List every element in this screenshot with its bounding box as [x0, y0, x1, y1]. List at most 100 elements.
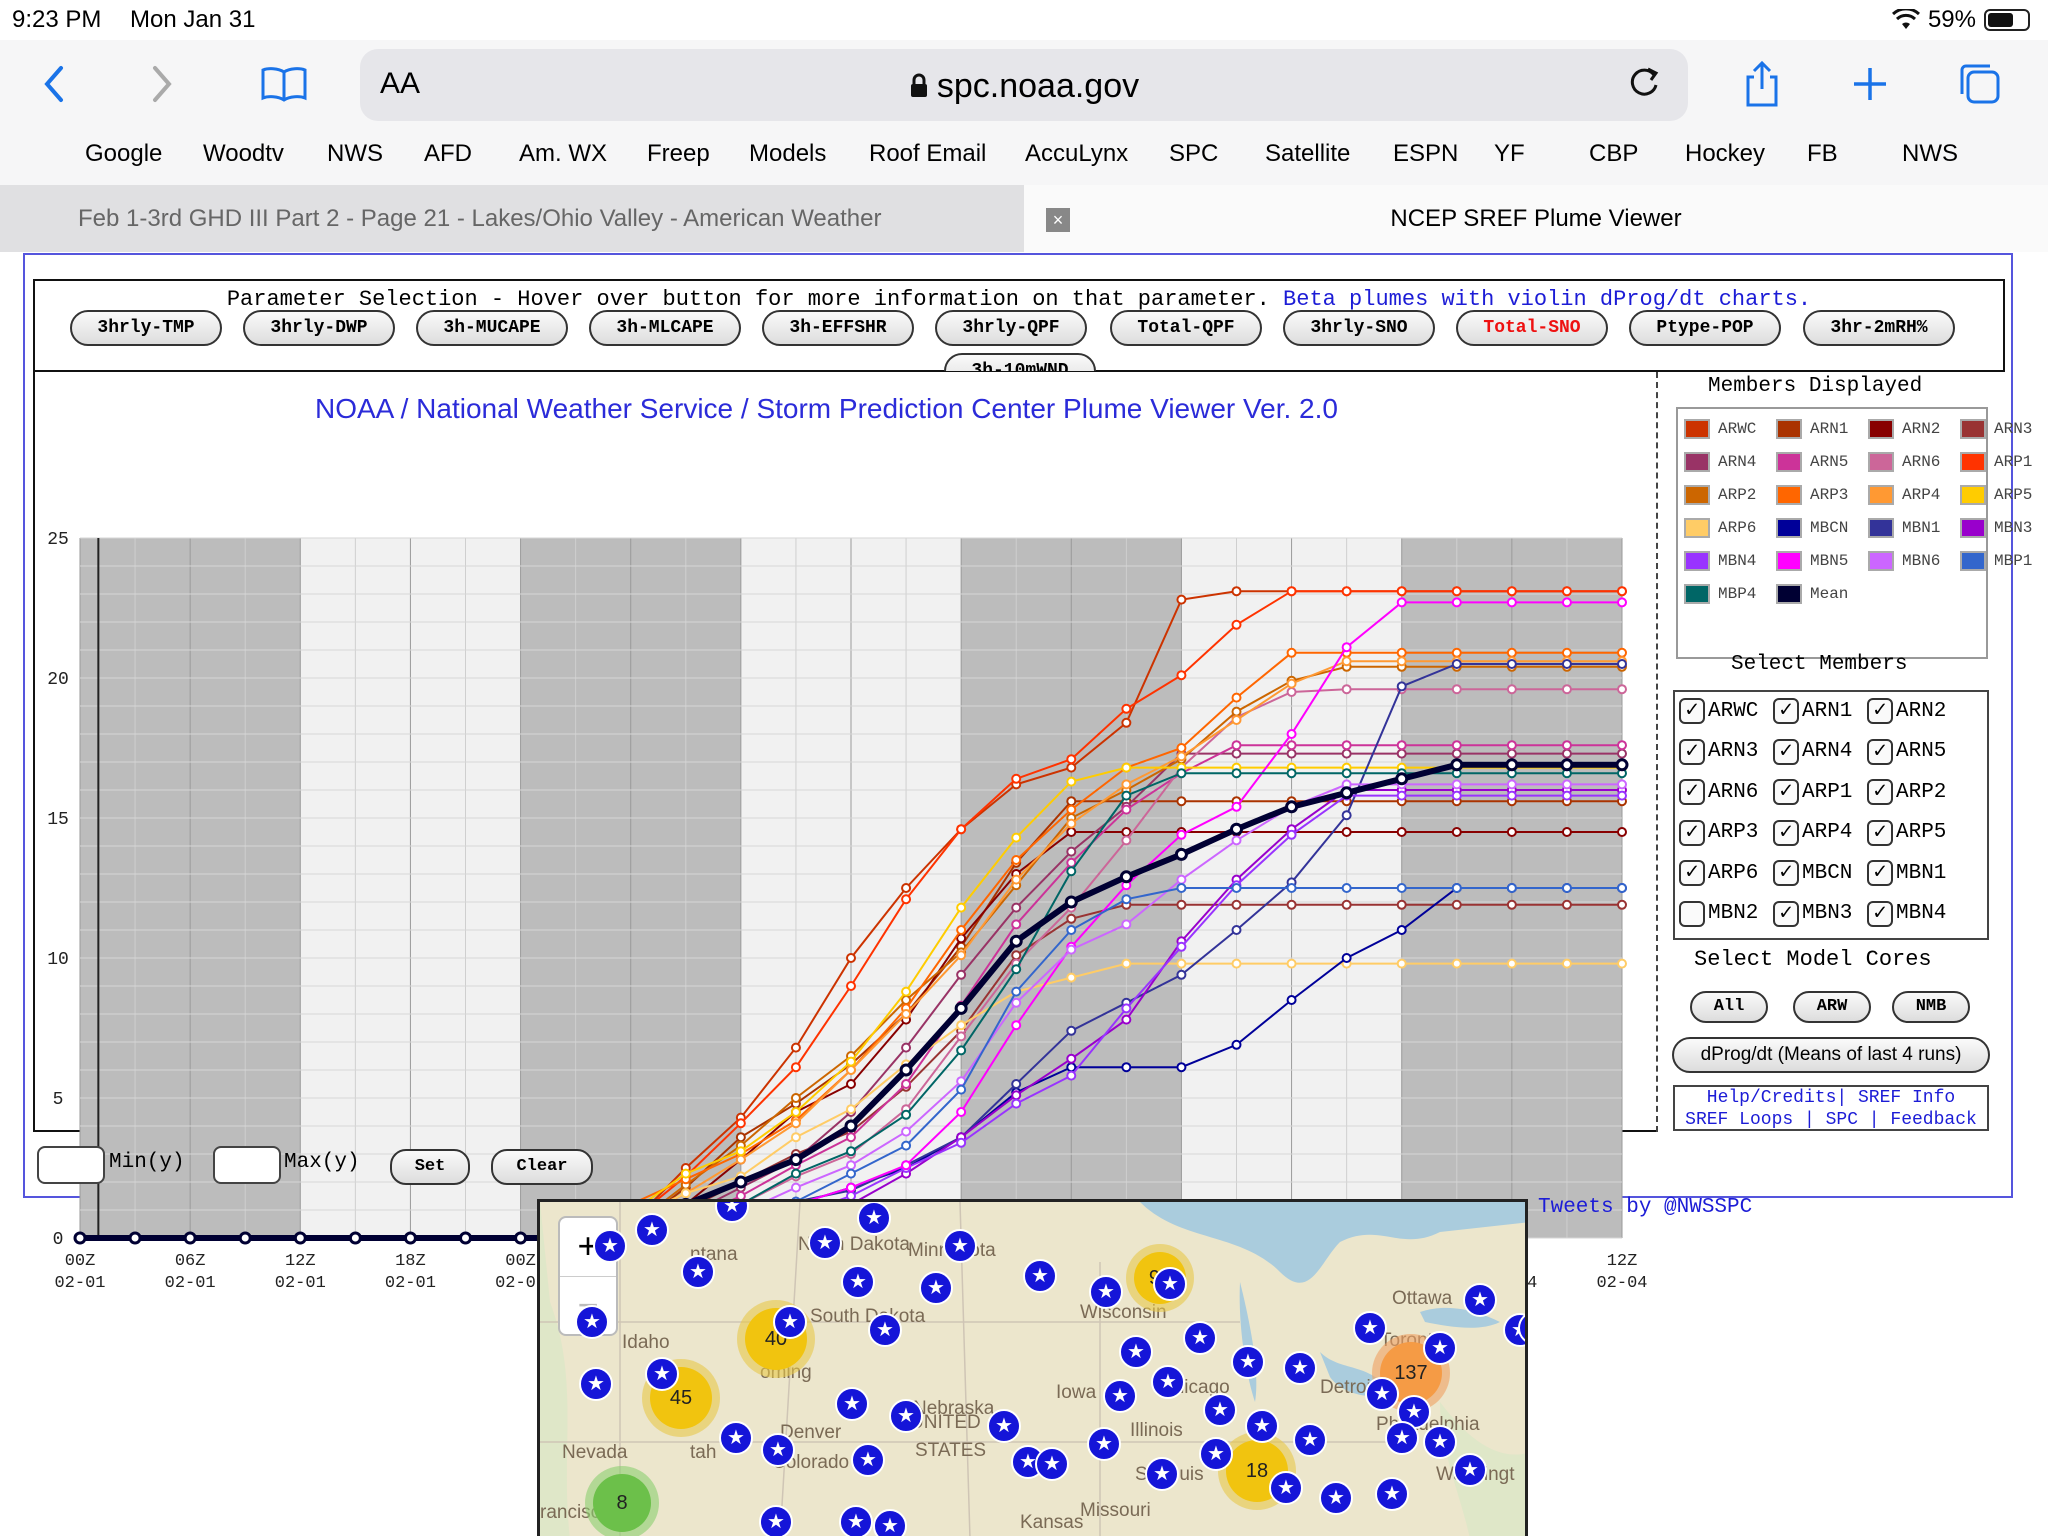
map-report-marker[interactable]: ★	[1463, 1283, 1497, 1317]
data-point-mbn5[interactable]	[240, 1233, 251, 1243]
data-point-mbcn[interactable]	[295, 1233, 306, 1243]
data-point-mbp4[interactable]	[295, 1233, 306, 1243]
data-point-mbn5[interactable]	[295, 1233, 306, 1243]
map-report-marker[interactable]: ★	[761, 1433, 795, 1467]
data-point-mbp1[interactable]	[405, 1233, 416, 1243]
report-map[interactable]: + − North DakotaMinnesotantanaWisconsinS…	[537, 1199, 1528, 1536]
data-point-arwc[interactable]	[130, 1233, 141, 1243]
data-point-arp6[interactable]	[295, 1233, 306, 1243]
member-checkbox-arp4[interactable]: ✓ ARP4	[1773, 819, 1852, 846]
data-point-arp5[interactable]	[130, 1233, 141, 1243]
data-point-arn1[interactable]	[295, 1233, 306, 1243]
data-point-arp5[interactable]	[240, 1233, 251, 1243]
member-checkbox-mbn4[interactable]: ✓ MBN4	[1867, 900, 1946, 927]
data-point-arp5[interactable]	[405, 1233, 416, 1243]
member-checkbox-arp5[interactable]: ✓ ARP5	[1867, 819, 1946, 846]
data-point-arn2[interactable]	[295, 1233, 306, 1243]
data-point-mbn6[interactable]	[240, 1233, 251, 1243]
data-point-arn4[interactable]	[130, 1233, 141, 1243]
data-point-mbcn[interactable]	[460, 1233, 471, 1243]
data-point-arp1[interactable]	[350, 1233, 361, 1243]
map-report-marker[interactable]: ★	[889, 1399, 923, 1433]
data-point-arn1[interactable]	[75, 1233, 85, 1243]
checkbox-checked-icon[interactable]: ✓	[1773, 819, 1799, 846]
bookmark-link[interactable]: Satellite	[1265, 140, 1351, 167]
data-point-mean[interactable]	[459, 1231, 472, 1245]
data-point-mbp4[interactable]	[405, 1233, 416, 1243]
bookmarks-button[interactable]	[254, 54, 314, 114]
data-point-mean[interactable]	[348, 1231, 362, 1245]
help-credits-link[interactable]: Help/Credits	[1706, 1088, 1837, 1108]
member-checkbox-mbn1[interactable]: ✓ MBN1	[1867, 860, 1946, 886]
checkbox-checked-icon[interactable]: ✓	[1867, 900, 1893, 927]
data-point-mbn3[interactable]	[405, 1233, 416, 1243]
data-point-arp3[interactable]	[350, 1233, 361, 1243]
data-point-arwc[interactable]	[295, 1233, 306, 1243]
data-point-arn3[interactable]	[75, 1233, 85, 1243]
data-point-arn4[interactable]	[295, 1233, 306, 1243]
data-point-arn5[interactable]	[130, 1233, 141, 1243]
data-point-arn6[interactable]	[460, 1233, 471, 1243]
member-checkbox-arn5[interactable]: ✓ ARN5	[1867, 738, 1946, 765]
data-point-arn2[interactable]	[240, 1233, 251, 1243]
checkbox-checked-icon[interactable]: ✓	[1773, 860, 1799, 886]
data-point-mbp4[interactable]	[515, 1233, 526, 1243]
data-point-arp2[interactable]	[405, 1233, 416, 1243]
map-report-marker[interactable]: ★	[575, 1305, 609, 1339]
data-point-arn1[interactable]	[130, 1233, 141, 1243]
map-report-marker[interactable]: ★	[919, 1271, 953, 1305]
data-point-arn1[interactable]	[405, 1233, 416, 1243]
data-point-mbp4[interactable]	[350, 1233, 361, 1243]
data-point-arn6[interactable]	[515, 1233, 526, 1243]
data-point-mbn4[interactable]	[350, 1233, 361, 1243]
param-button-selected[interactable]: Total-SNO	[1456, 310, 1608, 346]
map-report-marker[interactable]: ★	[839, 1505, 873, 1536]
checkbox-checked-icon[interactable]: ✓	[1679, 860, 1705, 886]
data-point-arn5[interactable]	[295, 1233, 306, 1243]
member-checkbox-arn6[interactable]: ✓ ARN6	[1679, 779, 1758, 805]
member-checkbox-mbn2[interactable]: MBN2	[1679, 900, 1758, 927]
data-point-arn3[interactable]	[405, 1233, 416, 1243]
data-point-arp1[interactable]	[185, 1233, 196, 1243]
data-point-mbn1[interactable]	[350, 1233, 361, 1243]
data-point-arn5[interactable]	[405, 1233, 416, 1243]
data-point-arp3[interactable]	[405, 1233, 416, 1243]
data-point-arn6[interactable]	[75, 1233, 85, 1243]
data-point-mbp1[interactable]	[515, 1233, 526, 1243]
map-report-marker[interactable]: ★	[808, 1226, 842, 1260]
data-point-arp5[interactable]	[460, 1233, 471, 1243]
member-checkbox-arp1[interactable]: ✓ ARP1	[1773, 779, 1852, 805]
beta-plumes-link[interactable]: Beta plumes with violin dProg/dt charts.	[1283, 287, 1812, 312]
back-button[interactable]	[24, 54, 84, 114]
data-point-mbn5[interactable]	[350, 1233, 361, 1243]
tab-american-weather[interactable]: Feb 1-3rd GHD III Part 2 - Page 21 - Lak…	[0, 185, 1024, 252]
bookmark-link[interactable]: Woodtv	[203, 140, 284, 167]
reload-button[interactable]	[1624, 63, 1664, 108]
data-point-arn3[interactable]	[515, 1233, 526, 1243]
spc-link[interactable]: SPC	[1825, 1110, 1858, 1130]
param-button[interactable]: 3h-EFFSHR	[762, 310, 914, 346]
checkbox-checked-icon[interactable]: ✓	[1679, 779, 1705, 805]
map-report-marker[interactable]: ★	[635, 1213, 669, 1247]
bookmark-link[interactable]: SPC	[1169, 140, 1219, 167]
data-point-mbn3[interactable]	[75, 1233, 85, 1243]
data-point-arwc[interactable]	[185, 1233, 196, 1243]
member-checkbox-mbn3[interactable]: ✓ MBN3	[1773, 900, 1852, 927]
data-point-arp5[interactable]	[185, 1233, 196, 1243]
data-point-mbn3[interactable]	[130, 1233, 141, 1243]
member-checkbox-arn4[interactable]: ✓ ARN4	[1773, 738, 1852, 765]
data-point-arp2[interactable]	[240, 1233, 251, 1243]
data-point-arn2[interactable]	[460, 1233, 471, 1243]
map-report-marker[interactable]: ★	[1087, 1427, 1121, 1461]
data-point-arp3[interactable]	[295, 1233, 306, 1243]
data-point-arp6[interactable]	[240, 1233, 251, 1243]
data-point-mbcn[interactable]	[405, 1233, 416, 1243]
data-point-mbn6[interactable]	[130, 1233, 141, 1243]
checkbox-checked-icon[interactable]: ✓	[1679, 819, 1705, 846]
map-report-marker[interactable]: ★	[681, 1255, 715, 1289]
data-point-mbp1[interactable]	[460, 1233, 471, 1243]
member-checkbox-arp2[interactable]: ✓ ARP2	[1867, 779, 1946, 805]
tab-sref-plume[interactable]: NCEP SREF Plume Viewer	[1024, 185, 2048, 252]
data-point-arwc[interactable]	[75, 1233, 85, 1243]
data-point-arp5[interactable]	[295, 1233, 306, 1243]
